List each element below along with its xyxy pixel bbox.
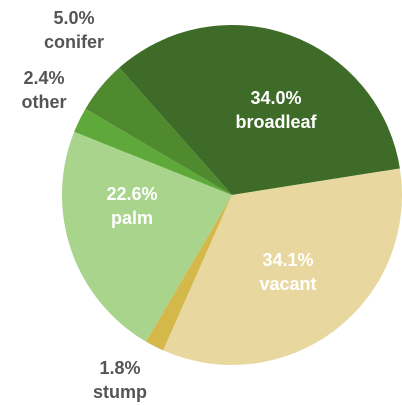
pie-slice-conifer [85, 67, 232, 195]
slice-percent-stump: 1.8% [99, 358, 140, 378]
slice-category-vacant: vacant [259, 274, 316, 294]
slice-label-conifer: 5.0% conifer [44, 8, 104, 52]
slice-category-other: other [22, 92, 67, 112]
slice-percent-broadleaf: 34.0% [250, 88, 301, 108]
slice-category-broadleaf: broadleaf [235, 112, 317, 132]
slice-label-other: 2.4% other [22, 68, 67, 112]
slice-percent-vacant: 34.1% [262, 250, 313, 270]
slice-percent-conifer: 5.0% [53, 8, 94, 28]
pie-labels: 34.0% broadleaf 34.1% vacant 1.8% stump 22.6% p… [22, 8, 318, 402]
pie-slice-vacant [163, 168, 402, 365]
slice-category-conifer: conifer [44, 32, 104, 52]
slice-label-broadleaf: 34.0% broadleaf [235, 88, 317, 132]
pie-slice-other [74, 108, 232, 195]
slice-category-palm: palm [111, 208, 153, 228]
slice-percent-palm: 22.6% [106, 184, 157, 204]
pie-slice-stump [146, 195, 232, 351]
pie-slice-palm [61, 131, 232, 342]
slice-percent-other: 2.4% [23, 68, 64, 88]
slice-label-palm: 22.6% palm [106, 184, 157, 228]
pie-slice-broadleaf [119, 24, 400, 195]
slice-label-stump: 1.8% stump [93, 358, 147, 402]
slice-category-stump: stump [93, 382, 147, 402]
pie-slices [61, 24, 402, 365]
slice-label-vacant: 34.1% vacant [259, 250, 316, 294]
